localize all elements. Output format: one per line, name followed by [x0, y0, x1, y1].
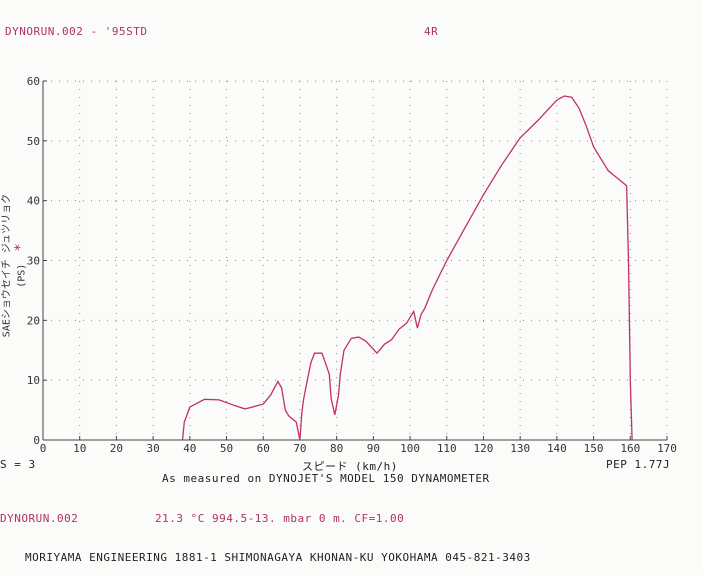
x-tick-label: 130 — [510, 442, 530, 455]
gear-label: 4R — [424, 25, 439, 38]
x-tick-label: 70 — [293, 442, 306, 455]
company-info: MORIYAMA ENGINEERING 1881-1 SHIMONAGAYA … — [25, 551, 531, 564]
y-tick-labels: 0 10 20 30 40 50 60 — [27, 75, 40, 447]
x-tick-label: 140 — [547, 442, 567, 455]
measured-note: As measured on DYNOJET'S MODEL 150 DYNAM… — [162, 472, 490, 485]
y-axis-marker: * — [12, 243, 29, 252]
x-tick-labels: 0 10 20 30 40 50 60 70 80 90 100 110 120 130 140 150 160… — [40, 442, 677, 455]
y-tick-label: 0 — [33, 434, 40, 447]
y-tick-label: 30 — [27, 255, 40, 268]
y-tick-label: 20 — [27, 314, 40, 327]
x-tick-label: 160 — [620, 442, 640, 455]
chart-grid — [43, 80, 668, 440]
chart-axes — [42, 80, 668, 441]
power-curve-line — [181, 95, 633, 441]
y-axis-label: SAEショウセイチ ジュツリョク (PS) * — [0, 181, 29, 351]
x-tick-label: 150 — [584, 442, 604, 455]
y-axis-label-text: SAEショウセイチ ジュツリョク (PS) — [1, 193, 28, 338]
y-tick-label: 10 — [27, 374, 40, 387]
smoothing-label: S = 3 — [0, 458, 36, 471]
y-tick-label: 50 — [27, 135, 40, 148]
x-tick-label: 0 — [40, 442, 47, 455]
x-tick-label: 10 — [73, 442, 86, 455]
x-tick-label: 90 — [367, 442, 380, 455]
x-tick-label: 50 — [220, 442, 233, 455]
y-tick-label: 60 — [27, 75, 40, 88]
x-tick-label: 170 — [657, 442, 677, 455]
x-tick-label: 110 — [437, 442, 457, 455]
run-id: DYNORUN.002 — [0, 512, 79, 525]
x-tick-label: 60 — [257, 442, 270, 455]
x-tick-label: 20 — [110, 442, 123, 455]
run-title: DYNORUN.002 - '95STD — [5, 25, 148, 38]
x-tick-label: 40 — [183, 442, 196, 455]
y-tick-label: 40 — [27, 195, 40, 208]
x-tick-label: 30 — [146, 442, 159, 455]
x-tick-label: 80 — [330, 442, 343, 455]
x-tick-label: 100 — [400, 442, 420, 455]
x-axis-label: スピード (km/h) — [302, 460, 398, 473]
x-tick-label: 120 — [474, 442, 494, 455]
version-label: PEP 1.77J — [606, 458, 671, 471]
conditions: 21.3 °C 994.5-13. mbar 0 m. CF=1.00 — [155, 512, 405, 525]
